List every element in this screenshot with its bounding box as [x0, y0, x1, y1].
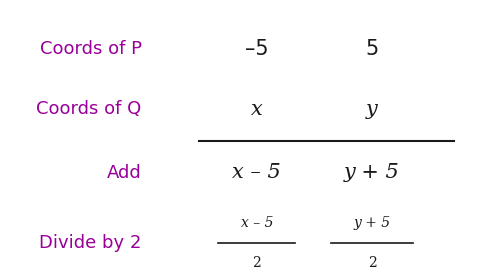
Text: Coords of P: Coords of P [39, 40, 142, 58]
Text: y + 5: y + 5 [353, 216, 391, 230]
Text: –5: –5 [245, 39, 269, 59]
Text: 2: 2 [368, 256, 376, 270]
Text: 2: 2 [252, 256, 261, 270]
Text: y: y [366, 100, 378, 119]
Text: Add: Add [107, 164, 142, 182]
Text: Divide by 2: Divide by 2 [39, 234, 142, 252]
Text: 5: 5 [365, 39, 379, 59]
Text: x – 5: x – 5 [232, 163, 281, 182]
Text: y + 5: y + 5 [344, 163, 400, 182]
Text: x: x [251, 100, 263, 119]
Text: x – 5: x – 5 [240, 216, 273, 230]
Text: Coords of Q: Coords of Q [36, 100, 142, 118]
